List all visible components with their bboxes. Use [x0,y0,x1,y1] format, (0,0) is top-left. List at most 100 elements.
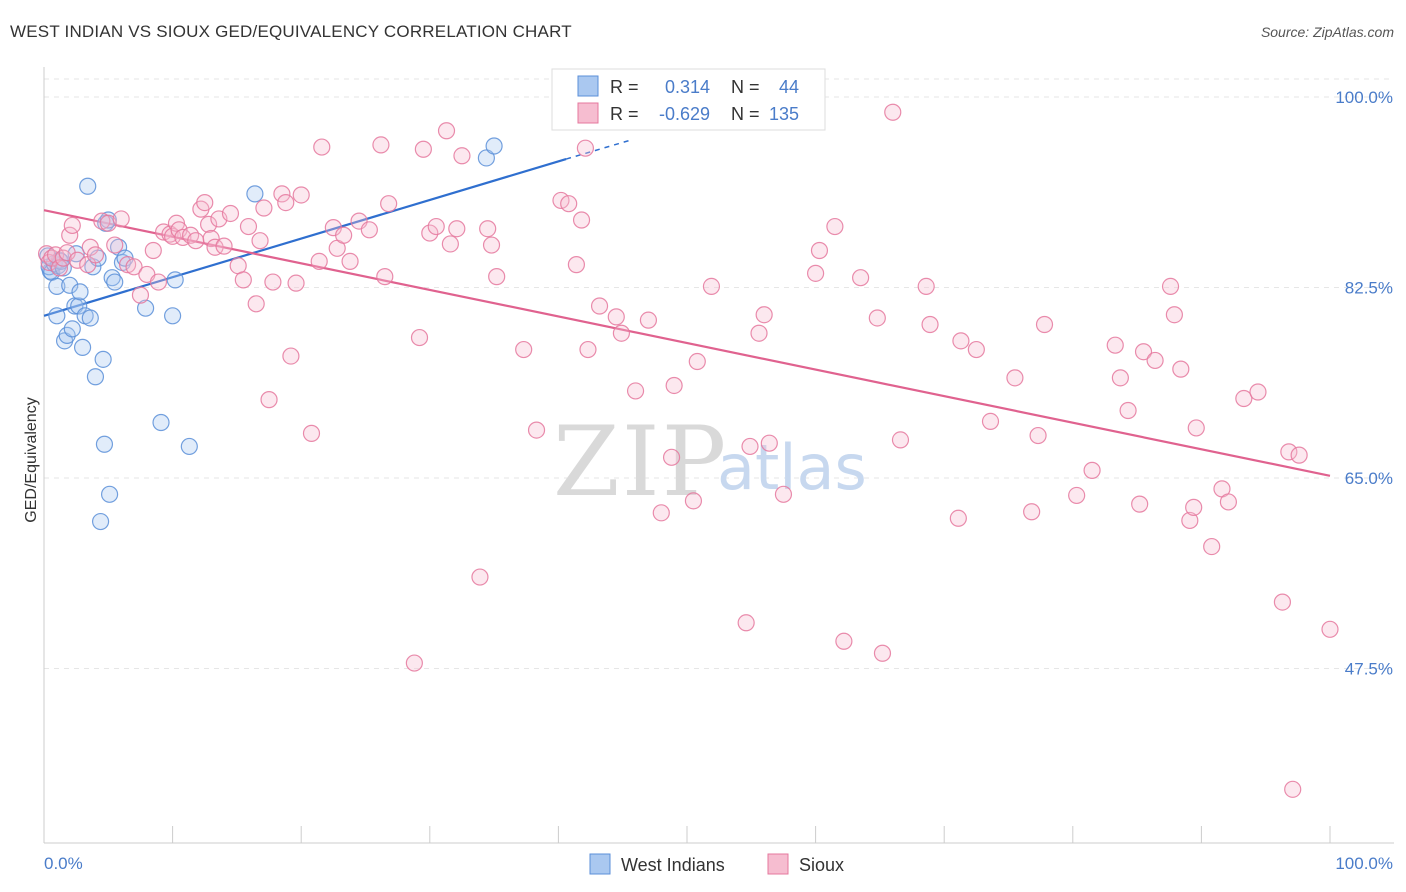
sioux-point [579,340,597,359]
sioux-point [255,199,273,217]
sioux-point [437,122,456,140]
sioux-point [131,286,150,304]
sioux-point [737,614,755,632]
sioux-point [488,268,506,286]
legend-bottom: West Indians Sioux [589,853,844,875]
sioux-point [215,237,233,255]
sioux-point [187,232,205,250]
sioux-point [576,139,595,157]
sioux-point [612,324,631,342]
sioux-point [277,193,295,212]
sioux-point [287,274,305,292]
y-axis-label: GED/Equivalency [23,397,40,522]
west-indians-trendline [43,157,567,317]
west-indians-point [94,350,112,368]
sioux-point [99,214,117,232]
legend-n-value: 44 [779,77,799,97]
sioux-point [1161,277,1180,296]
sioux-point [688,352,706,371]
sioux-point [1029,426,1047,445]
sioux-point [302,424,321,442]
sioux-point [826,217,844,236]
sioux-point [68,251,87,269]
sioux-point [471,568,489,586]
sioux-point [1119,401,1137,420]
sioux-point [414,140,432,158]
sioux-point [702,277,721,296]
west-indians-point [477,149,495,167]
sioux-point [873,644,892,662]
sioux-point [949,509,967,527]
sioux-point [239,217,258,236]
west-indians-point [485,137,503,155]
west-indians-point [95,435,114,453]
west-indians-point [70,297,88,315]
west-indians-point [63,320,81,338]
sioux-point [1131,495,1149,513]
west-indians-point [61,276,79,294]
sioux-point [1181,511,1199,530]
sioux-point [380,195,398,213]
west-indians-point [136,299,155,317]
y-tick-label: 65.0% [1345,469,1393,488]
legend-bottom-swatch-sioux [767,853,789,875]
west-indians-point [91,512,110,531]
west-indians-point [164,307,182,325]
legend-swatch-sioux [577,102,599,124]
watermark: ZIP atlas [553,406,867,518]
sioux-point [1219,493,1238,511]
sioux-point [61,226,79,244]
sioux-point [453,147,471,165]
sioux-point [741,437,759,456]
sioux-point [652,504,670,522]
west-indians-point [71,283,89,301]
sioux-point [313,138,331,156]
sioux-point [106,236,124,254]
sioux-point [360,221,378,239]
sioux-point [1187,419,1205,437]
sioux-point [750,324,768,342]
sioux-point [118,256,137,274]
sioux-point [221,204,240,223]
trendlines [43,139,1331,477]
sioux-point [196,193,214,212]
sioux-point [264,273,282,291]
west-indians-point [79,177,97,195]
sioux-point [967,340,985,359]
sioux-point [410,328,429,347]
sioux-point [884,103,902,121]
west-indians-point [166,271,184,289]
legend-n-label: N = [731,104,760,124]
sioux-point [144,241,162,260]
west-indians-trendline-extension [565,139,630,160]
sioux-point [310,252,328,270]
sioux-point [626,382,645,400]
legend-bottom-label: Sioux [799,855,844,875]
sioux-point [1146,351,1164,370]
sioux-point [251,232,269,250]
sioux-point [639,311,658,329]
sioux-point [567,256,586,274]
sioux-point [891,431,910,449]
x-tick-labels: 0.0% 100.0% [44,854,1393,873]
legend-swatch-west-indians [577,75,599,97]
sioux-point [572,211,591,229]
sioux-point [684,492,703,510]
sioux-point [206,238,224,256]
sioux-point [868,309,886,327]
sioux-point [112,210,130,228]
legend-top: R = 0.314 N = 44 R = -0.629 N = 135 [551,68,826,131]
y-tick-labels: 100.0% 82.5% 65.0% 47.5% [1335,88,1393,679]
sioux-point [755,306,773,324]
sioux-point [952,332,970,350]
sioux-point [1249,383,1267,401]
y-tick-label: 82.5% [1345,279,1393,298]
sioux-point [852,269,870,287]
sioux-point [1165,306,1183,324]
sioux-point [1284,780,1302,798]
west-indians-point [106,273,124,291]
sioux-point [149,273,168,291]
legend-r-label: R = [610,104,639,124]
sioux-point [448,220,466,238]
chart-source: Source: ZipAtlas.com [1260,24,1394,40]
